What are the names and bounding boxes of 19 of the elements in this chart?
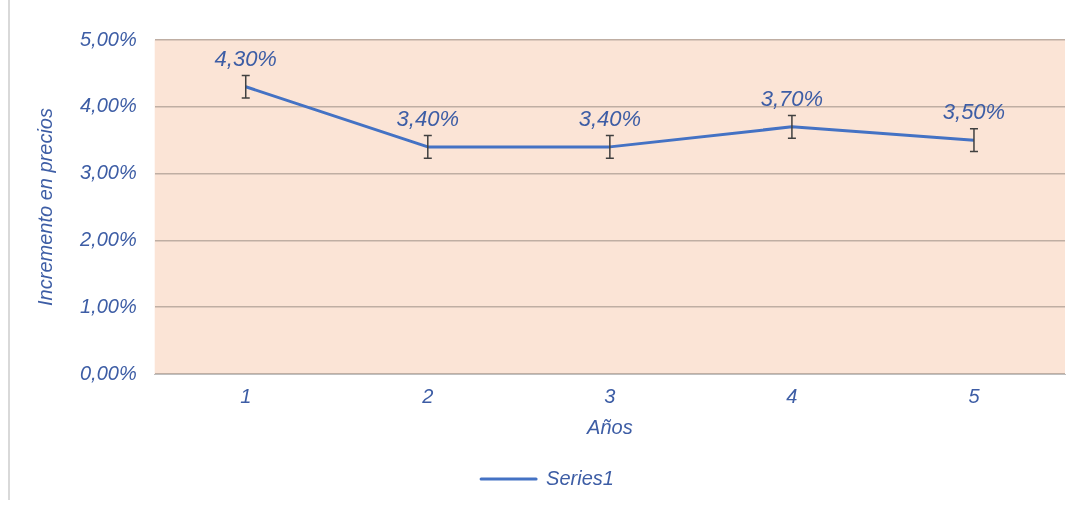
x-tick-label: 5 [968,384,981,407]
data-label: 3,50% [942,99,1006,125]
y-tick-label: 1,00% [79,294,137,317]
data-label: 3,70% [760,85,824,111]
x-axis-title: Años [586,415,633,438]
x-tick-label: 3 [604,384,616,407]
x-tick-label: 4 [786,384,798,407]
data-label: 4,30% [214,45,277,71]
y-tick-label: 5,00% [79,27,137,50]
y-tick-label: 0,00% [79,361,137,384]
data-label: 3,40% [396,106,459,132]
y-axis-title: Incremento en precios [33,108,56,306]
legend-label: Series1 [546,466,614,489]
y-tick-label: 2,00% [78,227,137,250]
x-tick-label: 1 [240,384,252,407]
x-tick-label: 2 [421,384,434,407]
y-tick-label: 4,00% [79,94,137,117]
y-tick-label: 3,00% [79,161,137,184]
data-label: 3,40% [578,106,642,132]
